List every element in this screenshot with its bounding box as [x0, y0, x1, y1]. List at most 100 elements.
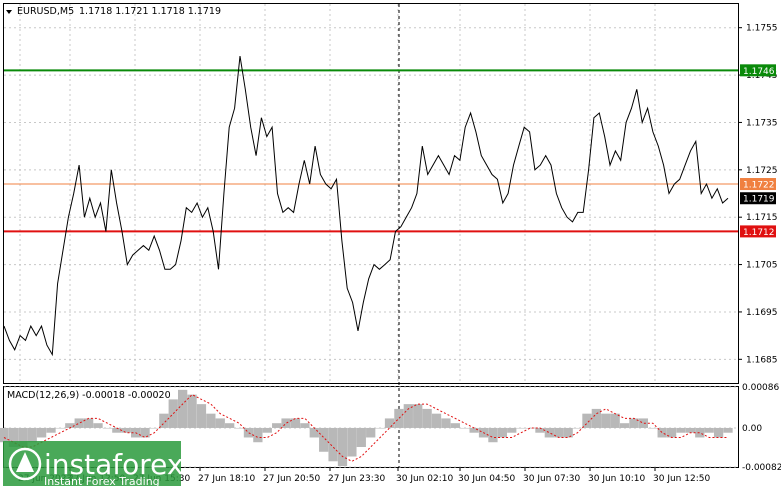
- macd-bar: [319, 427, 329, 452]
- y-tick-label: 1.1735: [746, 118, 778, 128]
- macd-bar: [450, 423, 460, 428]
- macd-bar: [8, 427, 19, 447]
- macd-bar: [394, 408, 404, 428]
- macd-tick-label: -0.00082: [742, 463, 781, 473]
- price-line: [3, 56, 729, 357]
- macd-bar: [676, 427, 686, 433]
- macd-bar: [544, 427, 554, 438]
- y-tick-label: 1.1695: [746, 308, 778, 318]
- macd-bar: [554, 427, 564, 438]
- y-tick-label: 1.1715: [746, 213, 778, 223]
- macd-bar: [93, 423, 103, 428]
- macd-axis: 0.00086 0.00 -0.00082: [742, 383, 781, 473]
- price-series: [3, 56, 729, 357]
- macd-bar: [460, 427, 470, 429]
- macd-bar: [525, 427, 536, 429]
- macd-bar: [704, 427, 714, 433]
- macd-bar: [469, 427, 479, 433]
- macd-tick-label: 0.00086: [742, 383, 779, 393]
- macd-bar: [300, 423, 310, 428]
- x-tick-label: 27 Jun 18:10: [198, 474, 255, 484]
- symbol-label: EURUSD,M5: [17, 6, 74, 17]
- x-tick-label: 30 Jun 12:50: [653, 474, 710, 484]
- macd-bar: [507, 427, 517, 433]
- macd-bar: [488, 427, 498, 443]
- macd-bar: [413, 404, 423, 428]
- macd-bar: [140, 427, 150, 438]
- macd-bar: [0, 427, 9, 443]
- macd-bar: [497, 427, 507, 438]
- level-tag-bg: [740, 178, 776, 191]
- macd-bar: [178, 389, 188, 428]
- macd-bar: [657, 427, 667, 438]
- macd-bar: [243, 427, 254, 438]
- macd-bar: [572, 427, 583, 429]
- x-tick-label: 27 Jun 23:30: [328, 474, 385, 484]
- macd-bar: [638, 418, 649, 428]
- macd-bar: [65, 423, 75, 428]
- macd-bar: [46, 427, 56, 433]
- macd-bar: [74, 418, 84, 428]
- level-tags: 1.1746 1.1722 1.1719 1.1712: [740, 64, 776, 238]
- macd-bar: [347, 427, 357, 457]
- x-tick-label: 30 Jun 04:50: [458, 474, 515, 484]
- logo-tagline: Instant Forex Trading: [44, 475, 160, 488]
- main-plot-frame: [3, 3, 739, 384]
- level-tag-label: 1.1722: [743, 181, 775, 191]
- macd-bar: [422, 408, 432, 428]
- macd-title: MACD(12,26,9) -0.00018 -0.00020: [7, 390, 171, 401]
- macd-bar: [206, 413, 216, 428]
- x-tick-label: 30 Jun 07:30: [523, 474, 580, 484]
- logo-brand: instaforex: [44, 448, 183, 481]
- dropdown-triangle-icon[interactable]: [6, 10, 12, 14]
- main-grid: [4, 4, 738, 383]
- macd-bar: [215, 418, 225, 428]
- macd-bar: [441, 418, 451, 428]
- macd-bar: [272, 423, 282, 428]
- macd-bar: [375, 427, 385, 429]
- macd-bar: [563, 427, 573, 438]
- macd-bar: [384, 418, 395, 428]
- y-tick-label: 1.1705: [746, 261, 778, 271]
- macd-bar: [281, 418, 291, 428]
- macd-bar: [723, 427, 733, 433]
- macd-bar: [535, 427, 545, 433]
- macd-bar: [685, 427, 696, 433]
- macd-bar: [366, 427, 376, 438]
- macd-bar: [121, 427, 131, 433]
- level-tag-label: 1.1712: [743, 228, 775, 238]
- macd-bar: [328, 427, 338, 462]
- macd-bar: [337, 427, 348, 467]
- macd-bar: [695, 427, 705, 438]
- macd-bar: [55, 427, 66, 429]
- macd-bar: [262, 427, 272, 433]
- x-tick-label: 30 Jun 02:10: [396, 474, 453, 484]
- macd-bar: [516, 427, 526, 429]
- macd-bar: [159, 413, 169, 428]
- level-tag-bg: [740, 225, 776, 238]
- macd-bar: [713, 427, 724, 438]
- macd-bar: [619, 423, 630, 428]
- macd-bar: [648, 427, 658, 429]
- macd-bar: [112, 427, 122, 433]
- macd-signal-line: [3, 393, 728, 462]
- macd-bar: [290, 418, 301, 428]
- macd-bar: [591, 408, 602, 428]
- macd-bar: [403, 404, 413, 428]
- macd-bar: [234, 427, 244, 429]
- macd-bar: [149, 427, 160, 429]
- macd-bar: [187, 394, 197, 428]
- level-tag-label: 1.1746: [743, 67, 775, 77]
- logo-emblem-icon: [8, 447, 42, 481]
- macd-bar: [601, 413, 611, 428]
- macd-bar: [196, 404, 207, 428]
- x-tick-label: 30 Jun 10:10: [588, 474, 645, 484]
- macd-bar: [629, 418, 639, 428]
- x-tick-label: 27 Jun 20:50: [263, 474, 320, 484]
- ohlc-label: 1.1718 1.1721 1.1718 1.1719: [79, 6, 221, 17]
- macd-bar: [253, 427, 263, 443]
- macd-bar: [102, 427, 113, 429]
- macd-bar: [225, 423, 235, 428]
- macd-bar: [356, 427, 366, 447]
